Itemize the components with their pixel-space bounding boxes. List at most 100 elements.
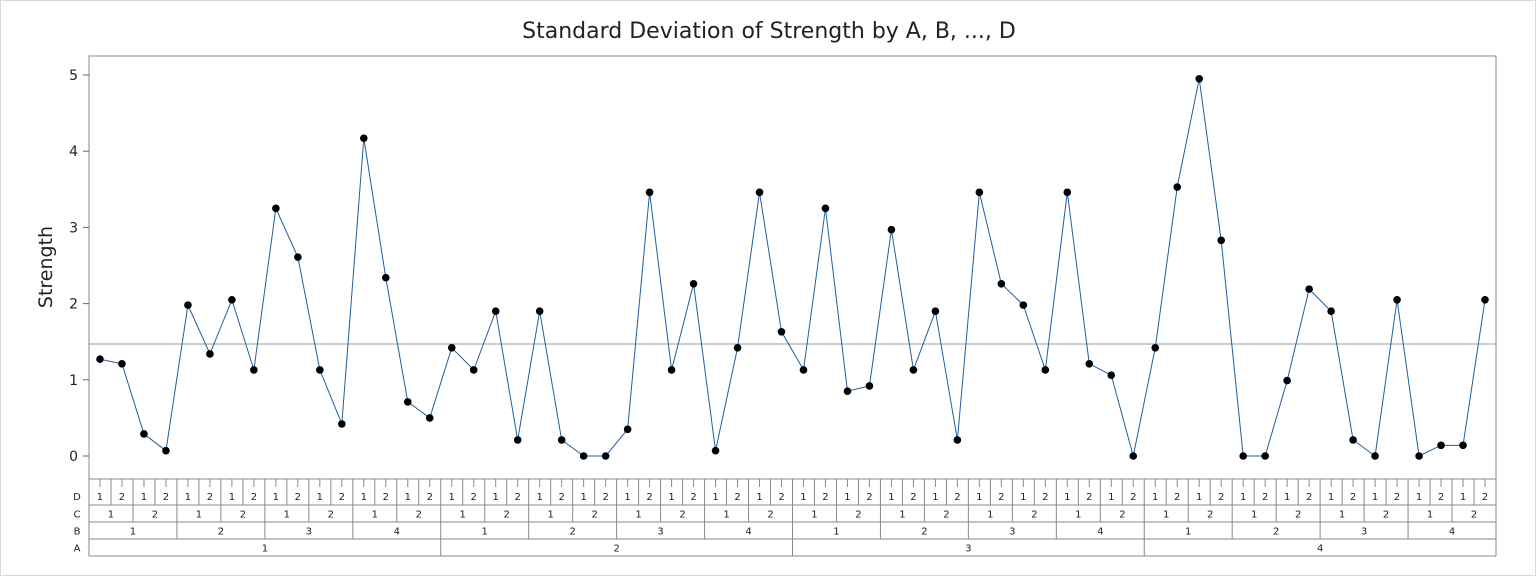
factor-level-A: 2 [613,544,619,555]
data-point [1195,75,1204,83]
factor-level-C: 2 [504,510,510,521]
y-tick-label: 3 [69,220,78,236]
factor-level-C: 1 [987,510,993,521]
data-point [513,436,522,444]
factor-level-C: 2 [1119,510,1125,521]
factor-level-D: 1 [888,492,894,503]
factor-level-B: 1 [482,527,488,538]
data-point [1459,441,1467,450]
factor-level-B: 4 [394,527,400,538]
data-point [425,414,434,422]
factor-level-D: 1 [1328,492,1334,503]
data-point [1481,295,1489,304]
data-point [623,425,632,434]
factor-level-D: 1 [1196,492,1202,503]
factor-level-A: 4 [1317,544,1323,555]
data-point [667,366,676,374]
factor-label-C: C [74,510,81,521]
factor-level-C: 2 [240,510,246,521]
factor-level-D: 1 [185,492,191,503]
factor-level-D: 2 [822,492,828,503]
factor-level-D: 1 [1108,492,1114,503]
factor-level-D: 2 [207,492,213,503]
data-point [1019,301,1028,309]
factor-level-D: 1 [493,492,499,503]
data-point [1151,343,1160,352]
factor-level-D: 2 [163,492,169,503]
factor-level-D: 2 [383,492,389,503]
data-point [1327,307,1335,316]
data-point [689,279,698,288]
factor-level-C: 2 [416,510,422,521]
data-point [1085,359,1094,368]
factor-level-B: 4 [1097,527,1103,538]
data-point [381,273,390,282]
factor-level-B: 3 [306,527,312,538]
data-point [118,359,126,368]
factor-level-C: 2 [855,510,861,521]
data-point [1217,236,1225,245]
data-point [865,382,874,390]
factor-level-B: 3 [657,527,663,538]
data-point [1129,452,1138,460]
factor-level-D: 2 [1438,492,1444,503]
factor-level-C: 1 [899,510,905,521]
data-point [1393,295,1401,304]
factor-level-C: 2 [1031,510,1037,521]
factor-level-C: 1 [1427,510,1433,521]
factor-level-D: 2 [1350,492,1356,503]
factor-level-B: 1 [1185,527,1191,538]
data-point [1261,452,1269,460]
factor-level-D: 1 [932,492,938,503]
factor-label-B: B [74,527,81,538]
data-point [206,350,214,358]
factor-level-D: 1 [317,492,323,503]
factor-level-D: 1 [580,492,586,503]
factor-level-C: 2 [328,510,334,521]
factor-level-D: 1 [141,492,147,503]
data-point [1063,188,1072,197]
factor-level-D: 2 [646,492,652,503]
data-point [579,452,588,460]
factor-level-B: 4 [1449,527,1455,538]
factor-level-B: 1 [130,527,136,538]
data-point [1305,285,1313,293]
factor-level-B: 4 [745,527,751,538]
factor-level-D: 2 [1482,492,1488,503]
factor-level-D: 2 [558,492,564,503]
data-point [250,366,258,374]
data-point [997,279,1006,288]
factor-level-D: 2 [339,492,345,503]
data-point [975,188,984,197]
factor-level-C: 2 [1471,510,1477,521]
factor-level-D: 1 [405,492,411,503]
y-tick-label: 4 [69,144,78,160]
factor-level-D: 1 [1416,492,1422,503]
factor-level-D: 2 [1262,492,1268,503]
factor-label-D: D [73,492,81,503]
factor-level-D: 2 [910,492,916,503]
factor-level-D: 1 [1284,492,1290,503]
factor-level-D: 1 [536,492,542,503]
factor-level-D: 1 [976,492,982,503]
factor-level-C: 1 [1075,510,1081,521]
data-point [1173,183,1182,191]
factor-level-D: 1 [756,492,762,503]
chart-title: Standard Deviation of Strength by A, B, … [522,19,1016,44]
factor-level-D: 1 [97,492,103,503]
data-point [140,430,148,438]
y-tick-label: 1 [69,373,78,389]
factor-level-D: 1 [712,492,718,503]
data-point [1371,452,1379,460]
factor-level-C: 2 [591,510,597,521]
y-tick-label: 0 [69,449,78,465]
factor-level-D: 2 [251,492,257,503]
data-point [711,446,720,455]
data-point [821,204,830,213]
data-point [1107,371,1116,380]
data-point [294,253,302,261]
factor-level-C: 1 [635,510,641,521]
factor-level-B: 3 [1361,527,1367,538]
factor-level-C: 2 [1295,510,1301,521]
